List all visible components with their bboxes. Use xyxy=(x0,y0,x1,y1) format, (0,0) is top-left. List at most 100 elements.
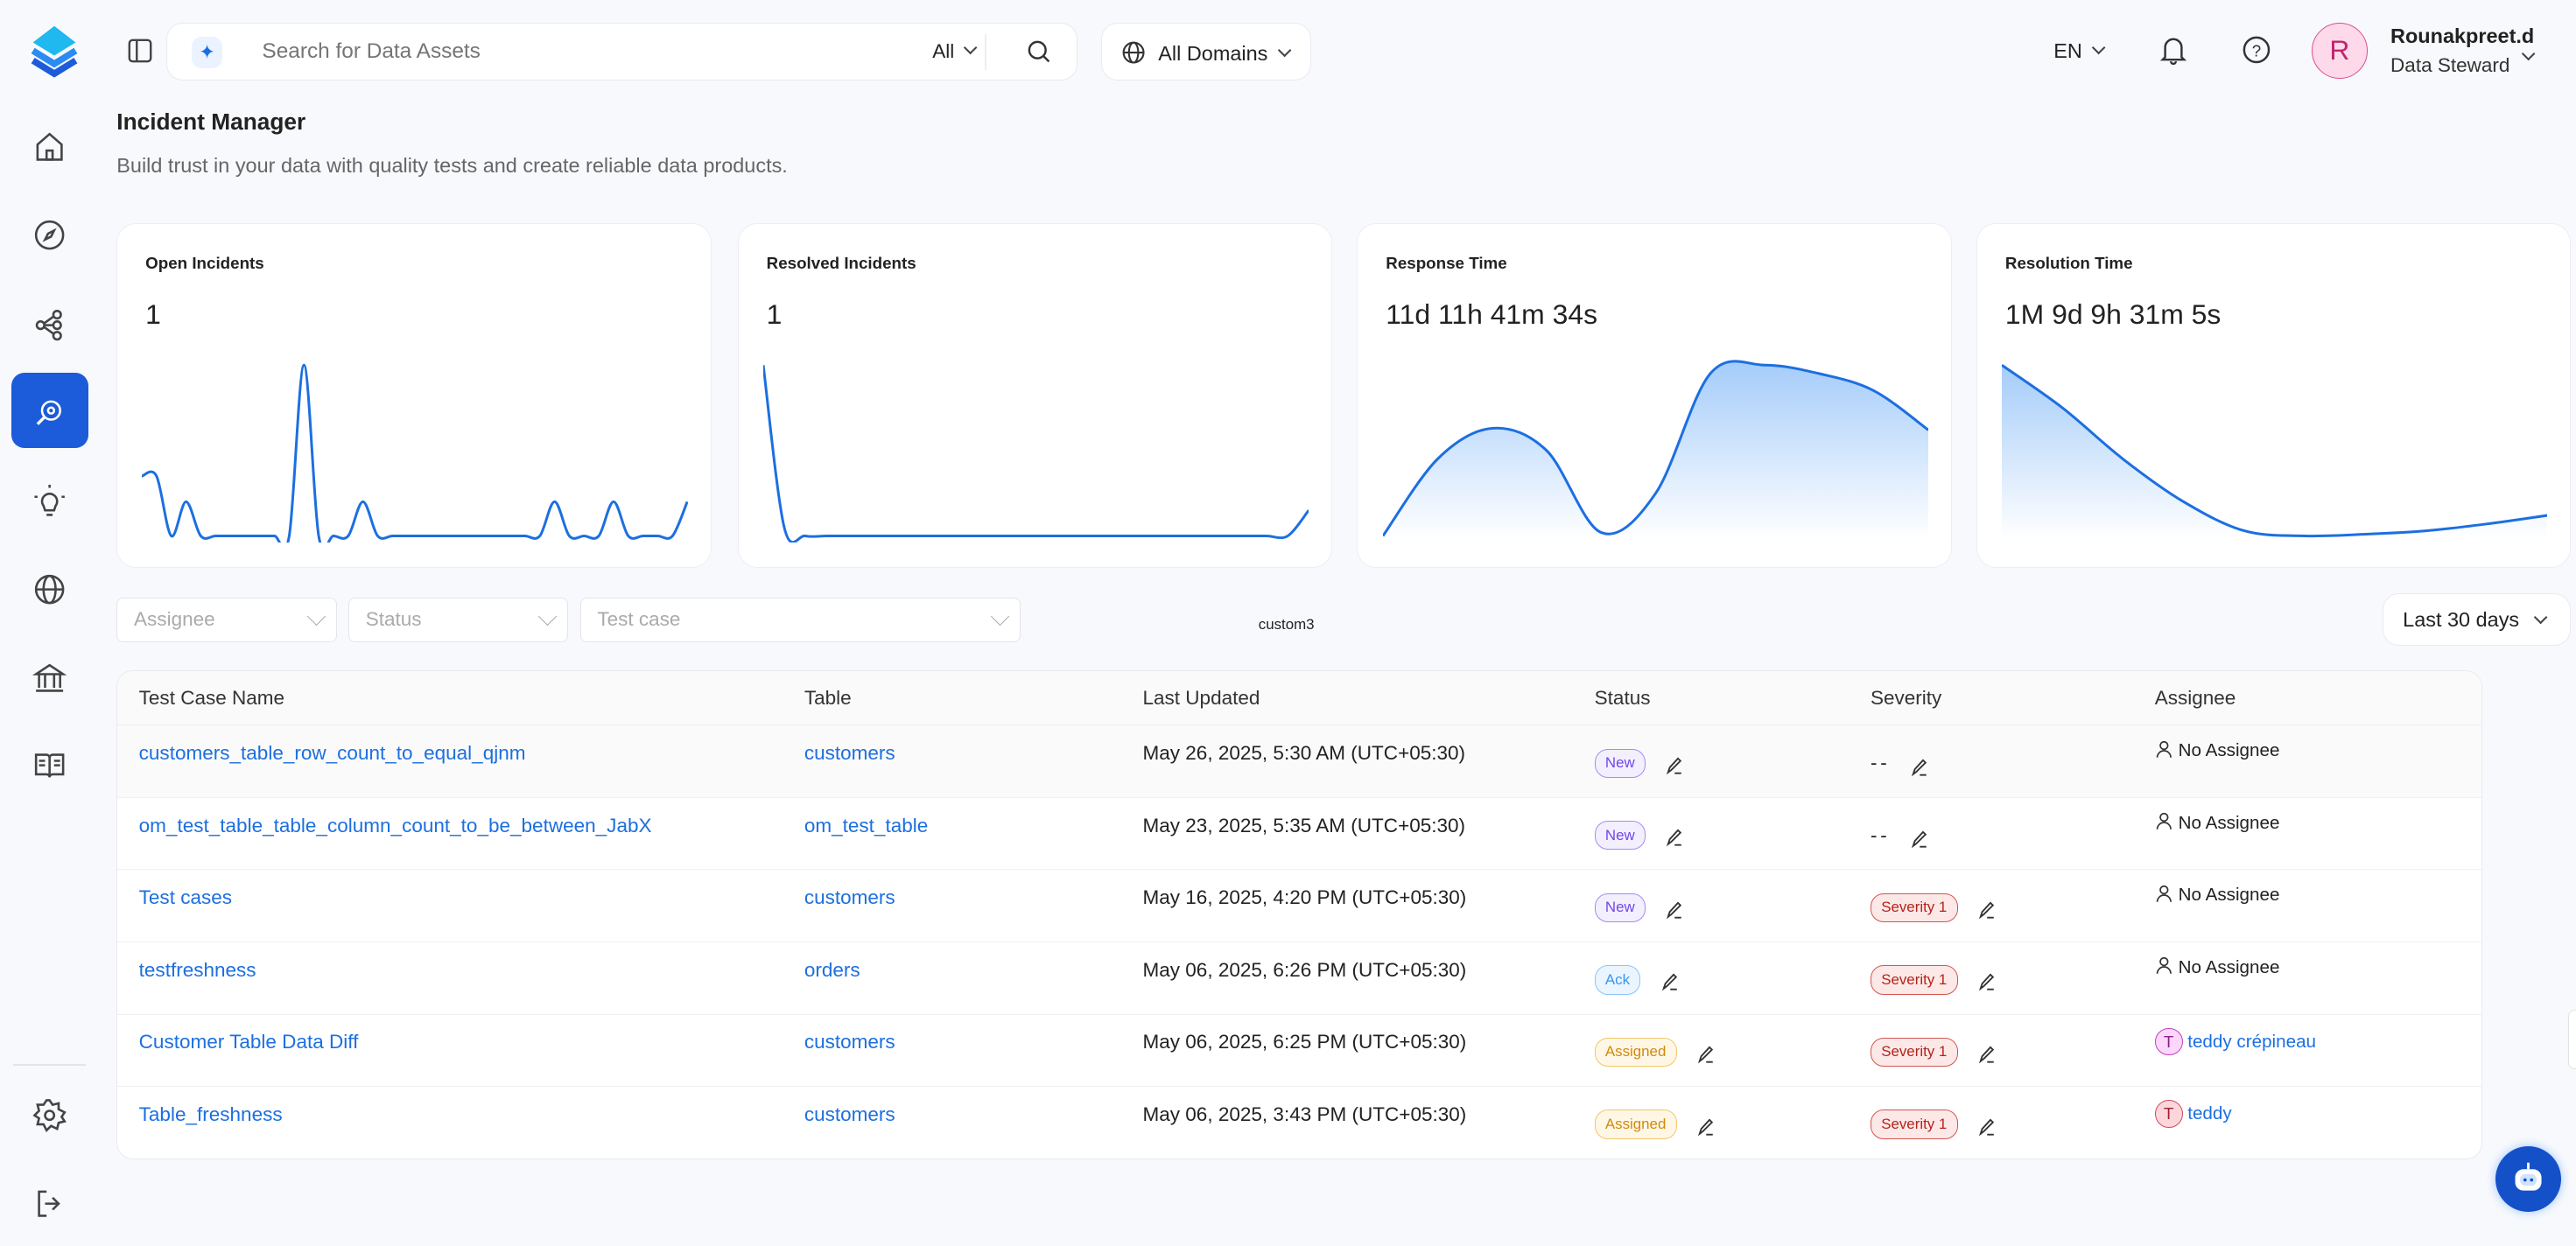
user-menu-chevron-icon[interactable] xyxy=(2521,41,2536,71)
edit-pencil-icon[interactable] xyxy=(1696,1117,1716,1138)
severity-badge: Severity 1 xyxy=(1870,892,1958,922)
right-edge-handle[interactable] xyxy=(2567,1010,2576,1069)
page-subtitle: Build trust in your data with quality te… xyxy=(116,154,788,178)
metric-card: Open Incidents 1 xyxy=(116,223,712,569)
date-range-selector[interactable]: Last 30 days xyxy=(2382,592,2572,646)
severity-badge: Severity 1 xyxy=(1870,1110,1958,1139)
edit-pencil-icon[interactable] xyxy=(1910,758,1930,778)
search-bar[interactable]: ✦ All xyxy=(165,23,1078,80)
governance-bank-icon[interactable] xyxy=(30,659,69,698)
logout-icon[interactable] xyxy=(30,1184,69,1223)
user-icon xyxy=(2156,740,2172,758)
edit-pencil-icon[interactable] xyxy=(1665,900,1685,920)
assignee-filter-placeholder: Assignee xyxy=(134,608,215,631)
app-logo[interactable] xyxy=(28,23,81,86)
robot-icon xyxy=(2515,1162,2542,1191)
last-updated: May 26, 2025, 5:30 AM (UTC+05:30) xyxy=(1142,742,1466,765)
chatbot-button[interactable] xyxy=(2495,1146,2562,1213)
language-selector[interactable]: EN xyxy=(2053,39,2106,63)
custom-label: custom3 xyxy=(1258,615,1315,633)
table-link[interactable]: customers xyxy=(804,742,895,765)
assignee-label: No Assignee xyxy=(2178,957,2280,977)
status-badge: New xyxy=(1594,821,1646,850)
edit-pencil-icon[interactable] xyxy=(1660,972,1681,992)
home-icon[interactable] xyxy=(30,128,69,167)
table-link[interactable]: orders xyxy=(804,958,860,981)
status-badge: New xyxy=(1594,748,1646,778)
assignee-label: No Assignee xyxy=(2178,740,2280,761)
table-row: Customer Table Data Diff customers May 0… xyxy=(117,1014,2482,1088)
edit-pencil-icon[interactable] xyxy=(1977,972,1997,992)
explore-compass-icon[interactable] xyxy=(30,215,69,255)
test-case-link[interactable]: Table_freshness xyxy=(138,1102,283,1125)
sidebar-toggle-icon[interactable] xyxy=(127,38,153,71)
metric-card: Resolved Incidents 1 xyxy=(737,223,1333,569)
sparkline-line xyxy=(142,364,688,543)
table-header-row: Test Case Name Table Last Updated Status Sev… xyxy=(117,670,2482,726)
data-quality-icon[interactable] xyxy=(30,394,69,433)
test-case-link[interactable]: customers_table_row_count_to_equal_qjnm xyxy=(138,742,526,765)
svg-text:?: ? xyxy=(2252,42,2261,60)
chevron-down-icon xyxy=(306,607,326,626)
sparkline-line xyxy=(762,365,1309,543)
table-link[interactable]: customers xyxy=(804,1031,895,1054)
lineage-icon[interactable] xyxy=(30,305,69,345)
severity-empty: -- xyxy=(1870,823,1891,846)
insights-bulb-icon[interactable] xyxy=(30,483,69,522)
metric-title: Response Time xyxy=(1386,254,1507,273)
column-header: Table xyxy=(783,670,1122,726)
test-case-link[interactable]: om_test_table_table_column_count_to_be_b… xyxy=(138,814,652,836)
globe-icon xyxy=(1122,41,1145,64)
table-link[interactable]: om_test_table xyxy=(804,814,929,836)
metric-value: 1M 9d 9h 31m 5s xyxy=(2004,298,2222,330)
assignee-label: No Assignee xyxy=(2178,812,2280,833)
test-case-filter[interactable]: Test case xyxy=(579,598,1021,642)
user-icon xyxy=(2156,812,2172,830)
table-link[interactable]: customers xyxy=(804,886,895,909)
edit-pencil-icon[interactable] xyxy=(1665,828,1685,848)
table-row: Table_freshness customers May 06, 2025, … xyxy=(117,1087,2481,1159)
edit-pencil-icon[interactable] xyxy=(1977,900,1997,920)
test-case-link[interactable]: testfreshness xyxy=(138,958,256,981)
metric-value: 1 xyxy=(766,298,783,330)
test-case-link[interactable]: Test cases xyxy=(138,886,233,909)
test-case-link[interactable]: Customer Table Data Diff xyxy=(138,1031,359,1054)
table-row: Test cases customers May 16, 2025, 4:20 … xyxy=(117,869,2482,942)
domain-selector[interactable]: All Domains xyxy=(1100,23,1311,80)
status-filter[interactable]: Status xyxy=(347,598,569,642)
edit-pencil-icon[interactable] xyxy=(1665,756,1685,776)
severity-empty: -- xyxy=(1870,752,1891,774)
table-link[interactable]: customers xyxy=(804,1102,895,1125)
search-input[interactable] xyxy=(262,37,887,67)
search-scope-label: All xyxy=(932,40,955,63)
user-avatar[interactable]: R xyxy=(2311,23,2368,80)
sparkline-line xyxy=(2002,364,2548,538)
status-badge: Assigned xyxy=(1594,1037,1677,1068)
help-icon[interactable]: ? xyxy=(2243,36,2271,71)
column-header: Status xyxy=(1573,670,1850,726)
glossary-book-icon[interactable] xyxy=(30,746,69,785)
assignee-link[interactable]: teddy crépineau xyxy=(2187,1031,2317,1052)
search-icon[interactable] xyxy=(1028,40,1050,70)
search-scope-dropdown[interactable]: All xyxy=(932,40,978,63)
chevron-down-icon xyxy=(538,607,558,626)
settings-gear-icon[interactable] xyxy=(30,1096,69,1135)
severity-badge: Severity 1 xyxy=(1870,965,1958,995)
assignee-link[interactable]: teddy xyxy=(2187,1103,2232,1124)
severity-badge: Severity 1 xyxy=(1870,1037,1958,1068)
assignee-filter[interactable]: Assignee xyxy=(116,598,337,642)
sparkline-chart xyxy=(1382,360,1928,540)
edit-pencil-icon[interactable] xyxy=(1977,1117,1997,1138)
edit-pencil-icon[interactable] xyxy=(1696,1045,1716,1065)
domains-globe-icon[interactable] xyxy=(30,570,69,609)
notifications-bell-icon[interactable] xyxy=(2160,36,2187,73)
column-header: Test Case Name xyxy=(117,670,783,726)
metric-value: 1 xyxy=(145,298,161,330)
chevron-down-icon xyxy=(964,40,978,55)
edit-pencil-icon[interactable] xyxy=(1977,1045,1997,1065)
status-badge: Assigned xyxy=(1594,1110,1677,1139)
edit-pencil-icon[interactable] xyxy=(1910,830,1930,850)
ai-sparkle-icon[interactable]: ✦ xyxy=(191,37,223,68)
table-row: om_test_table_table_column_count_to_be_b… xyxy=(117,797,2482,871)
